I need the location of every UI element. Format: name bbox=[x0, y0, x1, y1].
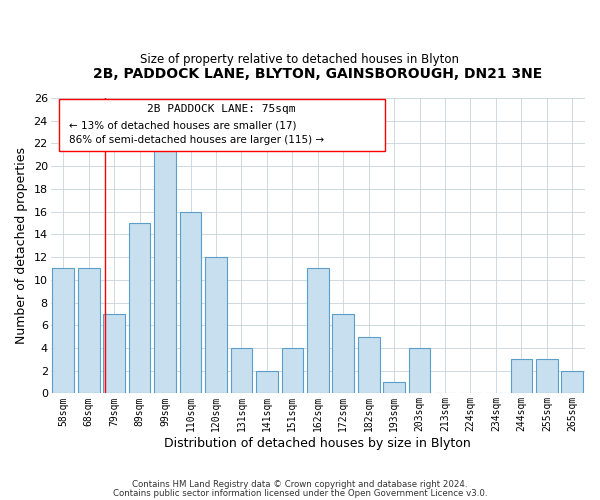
Bar bbox=[281, 348, 303, 394]
Y-axis label: Number of detached properties: Number of detached properties bbox=[15, 147, 28, 344]
Text: Contains HM Land Registry data © Crown copyright and database right 2024.: Contains HM Land Registry data © Crown c… bbox=[132, 480, 468, 489]
Bar bbox=[409, 348, 430, 394]
Bar bbox=[52, 268, 74, 394]
Text: ← 13% of detached houses are smaller (17): ← 13% of detached houses are smaller (17… bbox=[69, 120, 297, 130]
Text: Size of property relative to detached houses in Blyton: Size of property relative to detached ho… bbox=[140, 52, 460, 66]
Bar bbox=[511, 360, 532, 394]
Bar bbox=[230, 348, 252, 394]
FancyBboxPatch shape bbox=[59, 100, 385, 151]
Text: 2B PADDOCK LANE: 75sqm: 2B PADDOCK LANE: 75sqm bbox=[148, 104, 296, 114]
Bar bbox=[383, 382, 405, 394]
Bar bbox=[536, 360, 557, 394]
Bar bbox=[129, 223, 151, 394]
Bar bbox=[358, 336, 380, 394]
Bar bbox=[154, 144, 176, 394]
Bar bbox=[205, 257, 227, 394]
X-axis label: Distribution of detached houses by size in Blyton: Distribution of detached houses by size … bbox=[164, 437, 471, 450]
Title: 2B, PADDOCK LANE, BLYTON, GAINSBOROUGH, DN21 3NE: 2B, PADDOCK LANE, BLYTON, GAINSBOROUGH, … bbox=[93, 68, 542, 82]
Bar bbox=[562, 370, 583, 394]
Text: Contains public sector information licensed under the Open Government Licence v3: Contains public sector information licen… bbox=[113, 489, 487, 498]
Bar bbox=[78, 268, 100, 394]
Bar bbox=[256, 370, 278, 394]
Bar bbox=[180, 212, 202, 394]
Bar bbox=[103, 314, 125, 394]
Bar bbox=[307, 268, 329, 394]
Text: 86% of semi-detached houses are larger (115) →: 86% of semi-detached houses are larger (… bbox=[69, 135, 325, 145]
Bar bbox=[332, 314, 354, 394]
